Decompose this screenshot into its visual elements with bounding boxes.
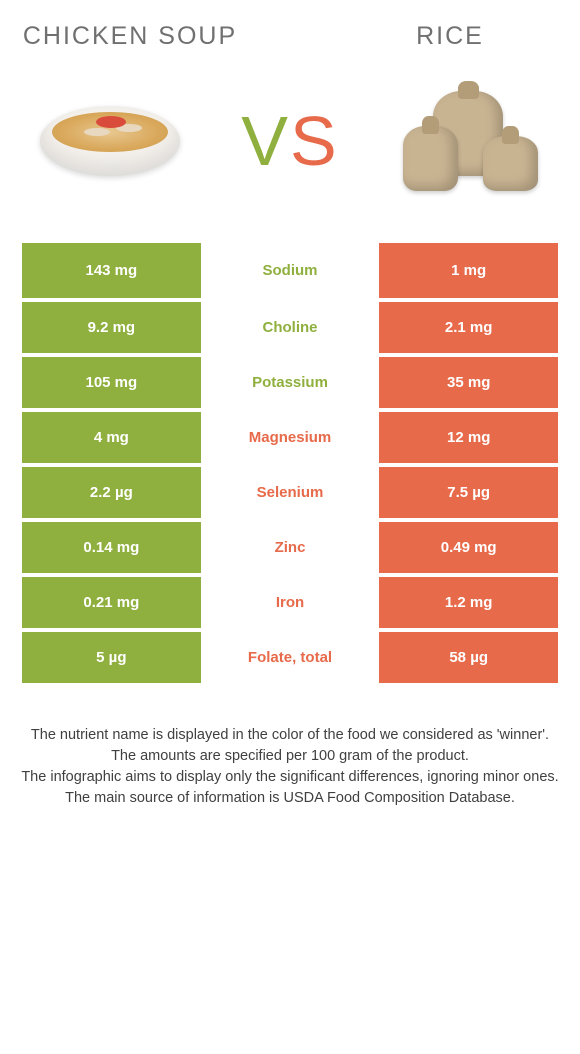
footnote-line-3: The infographic aims to display only the… — [20, 767, 560, 788]
nutrient-table: 143 mgSodium1 mg9.2 mgCholine2.1 mg105 m… — [20, 241, 560, 685]
table-row: 0.21 mgIron1.2 mg — [22, 573, 558, 628]
vs-s: S — [290, 102, 339, 180]
chicken-soup-image — [30, 81, 190, 201]
table-row: 4 mgMagnesium12 mg — [22, 408, 558, 463]
vs-label: VS — [241, 101, 338, 181]
nutrient-name: Sodium — [201, 243, 380, 298]
vs-v: V — [241, 102, 290, 180]
footnote-line-2: The amounts are specified per 100 gram o… — [20, 746, 560, 767]
right-value: 7.5 µg — [379, 467, 558, 518]
right-value: 1 mg — [379, 243, 558, 298]
table-row: 143 mgSodium1 mg — [22, 243, 558, 298]
images-row: VS — [0, 61, 580, 241]
left-value: 5 µg — [22, 632, 201, 683]
left-value: 9.2 mg — [22, 302, 201, 353]
nutrient-name: Selenium — [201, 467, 380, 518]
right-value: 35 mg — [379, 357, 558, 408]
nutrient-name: Potassium — [201, 357, 380, 408]
nutrient-name: Choline — [201, 302, 380, 353]
nutrient-name: Magnesium — [201, 412, 380, 463]
right-value: 58 µg — [379, 632, 558, 683]
table-row: 105 mgPotassium35 mg — [22, 353, 558, 408]
right-value: 1.2 mg — [379, 577, 558, 628]
nutrient-name: Iron — [201, 577, 380, 628]
left-value: 4 mg — [22, 412, 201, 463]
rice-image — [390, 81, 550, 201]
table-row: 9.2 mgCholine2.1 mg — [22, 298, 558, 353]
right-value: 0.49 mg — [379, 522, 558, 573]
right-food-title: RICE — [340, 22, 560, 51]
table-row: 5 µgFolate, total58 µg — [22, 628, 558, 683]
left-value: 2.2 µg — [22, 467, 201, 518]
header-titles: CHICKEN SOUP RICE — [0, 0, 580, 61]
soup-bowl-icon — [40, 106, 180, 176]
left-value: 105 mg — [22, 357, 201, 408]
left-value: 0.14 mg — [22, 522, 201, 573]
nutrient-name: Folate, total — [201, 632, 380, 683]
right-value: 12 mg — [379, 412, 558, 463]
left-food-title: CHICKEN SOUP — [20, 22, 240, 51]
rice-sacks-icon — [395, 86, 545, 196]
footnote: The nutrient name is displayed in the co… — [0, 685, 580, 839]
nutrient-name: Zinc — [201, 522, 380, 573]
footnote-line-4: The main source of information is USDA F… — [20, 788, 560, 809]
left-value: 0.21 mg — [22, 577, 201, 628]
left-value: 143 mg — [22, 243, 201, 298]
right-value: 2.1 mg — [379, 302, 558, 353]
table-row: 2.2 µgSelenium7.5 µg — [22, 463, 558, 518]
table-row: 0.14 mgZinc0.49 mg — [22, 518, 558, 573]
footnote-line-1: The nutrient name is displayed in the co… — [20, 725, 560, 746]
